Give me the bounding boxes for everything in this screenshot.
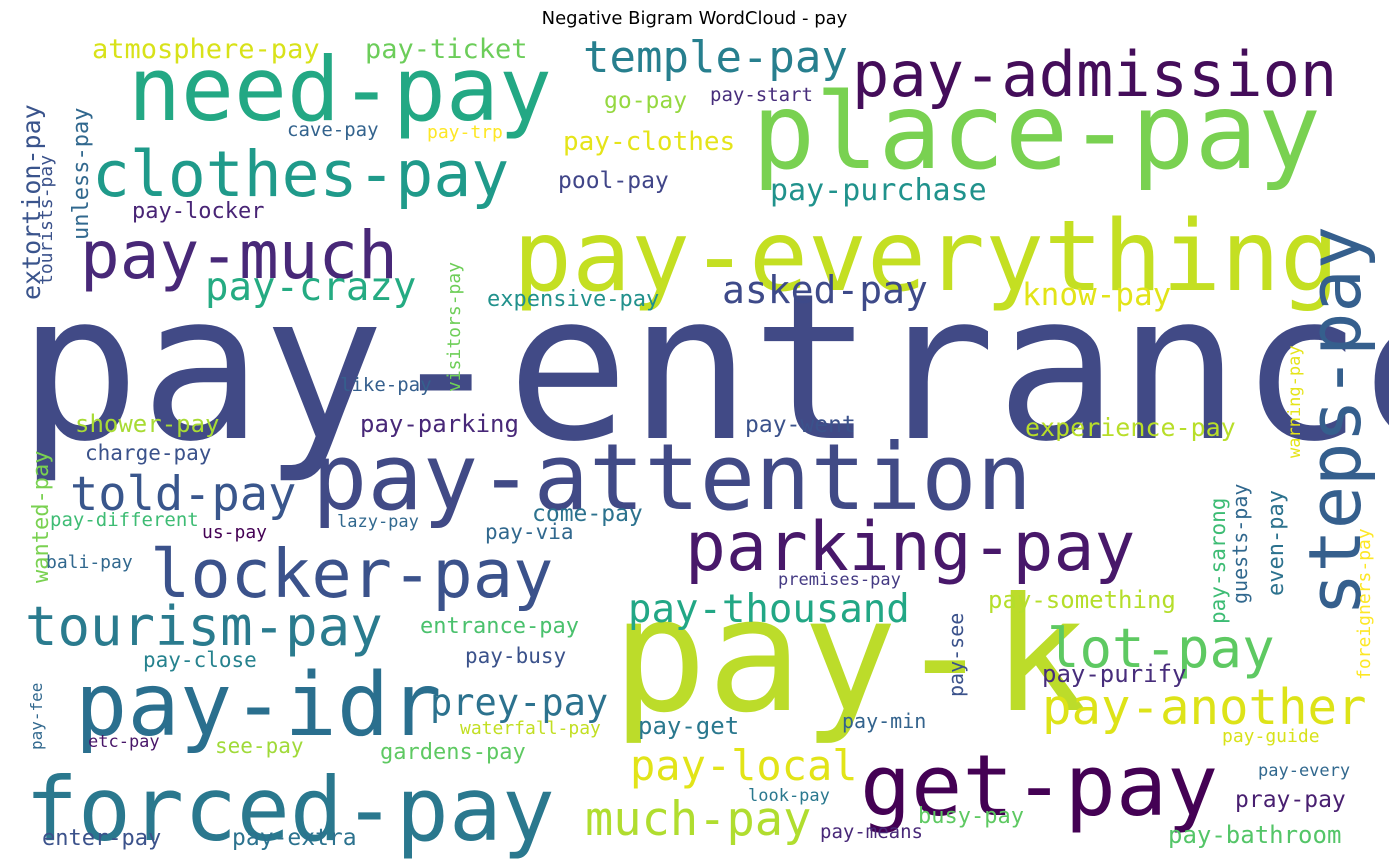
word-prey-pay: prey-pay [430, 681, 608, 724]
word-cave-pay: cave-pay [287, 119, 379, 141]
word-pay-different: pay-different [50, 509, 199, 531]
word-shower-pay: shower-pay [75, 410, 220, 438]
word-pray-pay: pray-pay [1235, 787, 1346, 813]
word-see-pay: see-pay [215, 734, 304, 758]
word-pay-clothes: pay-clothes [563, 127, 735, 157]
word-foreigners-pay: foreigners-pay [1354, 528, 1375, 680]
word-pay-via: pay-via [485, 520, 574, 544]
word-pay-another: pay-another [1042, 679, 1367, 736]
word-locker-pay: locker-pay [150, 535, 553, 613]
word-temple-pay: temple-pay [583, 32, 848, 83]
word-charge-pay: charge-pay [85, 441, 211, 465]
word-parking-pay: parking-pay [685, 508, 1135, 587]
word-pay-see: pay-see [944, 613, 968, 697]
word-pay-everything: pay-everything [513, 200, 1339, 314]
word-clothes-pay: clothes-pay [92, 138, 509, 211]
word-steps-pay: steps-pay [1293, 226, 1377, 616]
word-guests-pay: guests-pay [1228, 484, 1252, 604]
word-know-pay: know-pay [1022, 277, 1171, 313]
word-pay-close: pay-close [143, 648, 257, 672]
chart-title: Negative Bigram WordCloud - pay [541, 8, 848, 29]
word-pay-every: pay-every [1258, 761, 1350, 781]
word-us-pay: us-pay [202, 522, 267, 543]
word-experience-pay: experience-pay [1025, 413, 1236, 442]
word-told-pay: told-pay [70, 467, 296, 522]
word-look-pay: look-pay [748, 786, 830, 806]
word-pay-trp: pay-trp [427, 122, 503, 143]
word-pay-much: pay-much [80, 217, 398, 294]
word-premises-pay: premises-pay [778, 570, 901, 590]
word-busy-pay: busy-pay [918, 804, 1024, 829]
word-pay-locker: pay-locker [132, 199, 264, 224]
word-even-pay: even-pay [1264, 490, 1289, 596]
word-need-pay: need-pay [128, 38, 552, 141]
word-gardens-pay: gardens-pay [380, 740, 526, 765]
word-visitors-pay: visitors-pay [444, 262, 465, 392]
word-tourists-pay: tourists-pay [36, 155, 57, 285]
word-pool-pay: pool-pay [558, 168, 669, 194]
word-pay-idr: pay-idr [75, 654, 442, 756]
word-lot-pay: lot-pay [1047, 617, 1275, 680]
word-entrance-pay: entrance-pay [420, 614, 579, 639]
word-enter-pay: enter-pay [42, 826, 161, 851]
word-pay-fee: pay-fee [27, 683, 46, 750]
word-pay-k: pay-k [612, 564, 1088, 748]
word-much-pay: much-pay [585, 792, 811, 847]
word-like-pay: like-pay [340, 374, 432, 396]
word-pay-local: pay-local [630, 741, 858, 790]
word-pay-sarong: pay-sarong [1206, 498, 1230, 624]
word-pay-extra: pay-extra [232, 825, 357, 851]
word-go-pay: go-pay [604, 88, 687, 114]
word-pay-something: pay-something [988, 586, 1176, 614]
word-pay-admission: pay-admission [852, 38, 1337, 111]
word-place-pay: place-pay [752, 71, 1321, 193]
word-expensive-pay: expensive-pay [487, 287, 659, 312]
word-pay-purify: pay-purify [1042, 660, 1187, 688]
word-pay-crazy: pay-crazy [205, 265, 416, 310]
word-pay-purchase: pay-purchase [770, 173, 987, 208]
word-asked-pay: asked-pay [722, 268, 928, 312]
word-pay-min: pay-min [842, 709, 926, 733]
word-wanted-pay: wanted-pay [29, 451, 54, 583]
word-etc-pay: etc-pay [88, 732, 160, 752]
word-extortion-pay: extortion-pay [17, 104, 46, 300]
word-lazy-pay: lazy-pay [337, 512, 419, 532]
word-unless-pay: unless-pay [69, 108, 94, 240]
word-come-pay: come-pay [532, 501, 643, 527]
word-pay-went: pay-went [745, 412, 856, 438]
word-tourism-pay: tourism-pay [25, 595, 383, 658]
word-pay-parking: pay-parking [360, 410, 519, 438]
word-get-pay: get-pay [860, 737, 1218, 836]
word-pay-thousand: pay-thousand [628, 587, 910, 632]
word-pay-entrance: pay-entrance [18, 250, 1389, 486]
word-pay-ticket: pay-ticket [365, 34, 528, 65]
word-pay-guide: pay-guide [1222, 726, 1320, 747]
word-forced-pay: forced-pay [25, 758, 555, 861]
word-waterfall-pay: waterfall-pay [460, 718, 601, 739]
word-bali-pay: bali-pay [46, 552, 133, 573]
word-pay-start: pay-start [710, 84, 813, 106]
word-pay-bathroom: pay-bathroom [1168, 821, 1341, 849]
word-pay-attention: pay-attention [312, 424, 1032, 531]
word-pay-means: pay-means [820, 821, 923, 843]
word-pay-busy: pay-busy [465, 644, 566, 668]
word-pay-get: pay-get [638, 712, 739, 740]
word-warning-pay: warning-pay [1285, 345, 1305, 458]
word-atmosphere-pay: atmosphere-pay [92, 34, 320, 65]
